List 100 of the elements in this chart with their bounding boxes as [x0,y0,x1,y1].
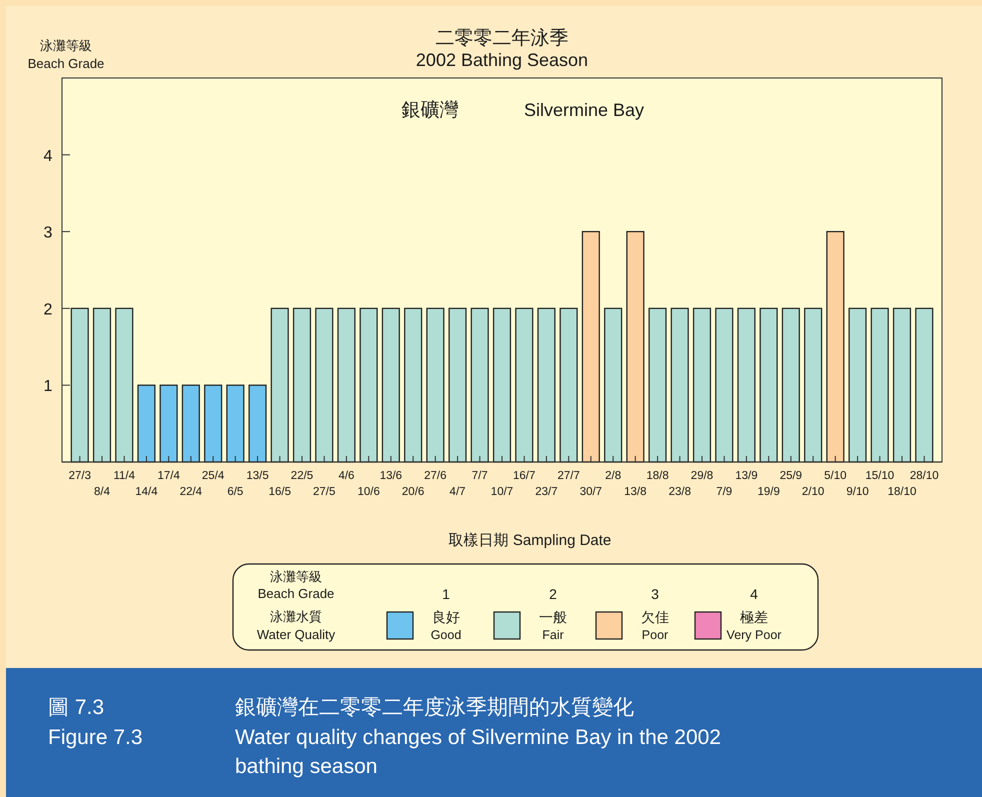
bar [737,308,756,463]
chart-title: 二零零二年泳季 [436,27,568,49]
bar [448,308,467,463]
x-tick-label: 16/7 [513,470,536,482]
bar [648,308,667,463]
caption: 圖 7.3 [48,696,104,719]
bar [382,308,400,463]
x-tick-label: 2/10 [802,486,824,498]
legend-label: 良好 Good [430,609,462,642]
bar [604,308,622,463]
text: 4 [750,586,758,602]
x-tick-label: 27/5 [313,486,336,498]
chart-subtitle: 2002 Bathing Season [416,50,588,70]
y-tick-label: 1 [44,378,53,396]
text: 2 [549,586,558,602]
bar [870,308,889,463]
x-tick-label: 7/7 [472,470,488,482]
x-tick-label: 4/7 [450,486,466,498]
x-tick-label: 14/4 [135,486,158,498]
x-tick-label: 5/10 [824,470,847,482]
bar [848,308,867,463]
y-tick-label: 3 [44,224,53,242]
x-tick-label: 11/4 [113,470,136,482]
y-tick-label: 2 [44,301,53,318]
bar [582,231,600,463]
bar [470,308,489,463]
legend-label: 一般 Fair [539,609,567,642]
bar [70,308,89,463]
text: 泳灘水質 Water Quality [256,609,336,642]
x-tick-label: 22/4 [180,486,203,498]
x-tick-label: 17/4 [157,470,180,482]
x-tick-label: 22/5 [290,470,314,482]
text: 銀礦灣 Silvermine Bay [402,100,644,121]
y-axis-title: 泳灘等級 Beach Grade [28,38,104,71]
bar [270,308,289,463]
text: 3 [651,586,660,602]
x-tick-label: 20/6 [402,486,424,498]
legend-label: 欠佳 Poor [641,609,669,642]
x-tick-label: 15/10 [865,470,894,482]
x-tick-label: 18/10 [888,486,916,498]
bar [426,308,444,463]
bar [492,308,512,463]
bar [915,308,934,463]
text: 銀礦灣在二零零二年度泳季期間的水質變化 [235,696,634,719]
bar [248,384,267,463]
bar [782,308,800,463]
text: Water quality changes of Silvermine Bay in the 2002 bathing season [235,726,721,778]
bar [760,308,778,463]
bar [292,308,312,463]
bar [804,308,822,463]
x-tick-label: 6/5 [227,486,244,498]
bar [92,308,112,463]
x-tick-label: 27/7 [557,470,580,482]
x-tick-label: 13/5 [246,470,269,482]
x-tick-label: 10/6 [357,486,380,498]
bar [537,308,556,463]
bar [670,308,689,463]
x-tick-label: 27/6 [424,470,447,482]
x-tick-label: 19/9 [757,486,780,498]
x-tick-label: 13/9 [735,470,758,482]
x-tick-label: 4/6 [338,470,354,482]
x-tick-label: 29/8 [690,470,714,482]
caption: Figure 7.3 [48,726,143,749]
bar [892,308,912,463]
bar [160,384,178,463]
bar [692,308,712,463]
bar [515,308,534,463]
text: 1 [442,586,450,602]
x-tick-label: 9/10 [846,486,869,498]
bar [404,308,422,463]
x-tick-label: 8/4 [94,486,111,498]
x-tick-label: 16/5 [268,486,291,498]
x-tick-label: 18/8 [646,470,669,482]
bar [204,384,222,463]
x-tick-label: 23/7 [535,486,558,498]
x-tick-label: 2/8 [605,470,622,482]
bar [715,308,734,463]
x-tick-label: 7/9 [716,486,732,498]
bar [560,308,578,463]
x-tick-label: 27/3 [68,470,91,482]
bar [182,384,200,463]
bar [826,231,844,463]
x-tick-label: 23/8 [668,486,691,498]
x-tick-label: 30/7 [580,486,602,498]
bar [315,308,334,463]
bar [337,308,356,463]
bar [226,384,244,463]
bar [115,308,134,463]
y-tick-label: 4 [44,148,53,165]
x-tick-label: 13/6 [380,470,402,482]
x-axis-title: 取樣日期 Sampling Date [448,532,612,549]
bar [626,231,644,463]
bar [360,308,378,463]
x-tick-label: 25/4 [202,470,225,482]
x-tick-label: 25/9 [780,470,802,482]
x-tick-label: 28/10 [910,470,939,482]
x-tick-label: 13/8 [624,486,647,498]
x-tick-label: 10/7 [490,486,514,498]
bar [137,384,156,463]
legend-label: 極差 Very Poor [726,609,782,642]
